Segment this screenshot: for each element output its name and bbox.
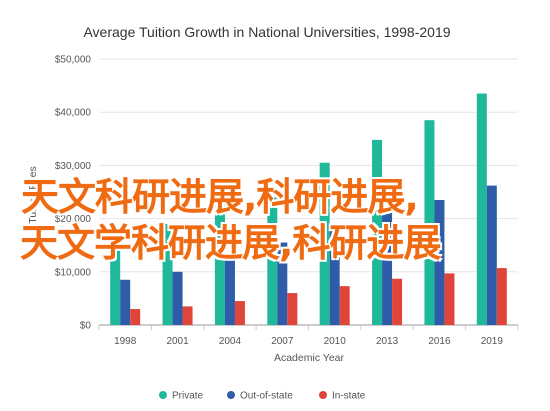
bar-out-of-state-2013: [382, 207, 393, 325]
chart-title: Average Tuition Growth in National Unive…: [83, 24, 450, 40]
bar-out-of-state-2019: [486, 185, 497, 325]
bar-out-of-state-2001: [172, 271, 183, 325]
y-tick-label: $20,000: [55, 214, 92, 225]
y-tick-label: $0: [80, 321, 92, 332]
bar-private-2007: [267, 189, 278, 325]
bar-out-of-state-2007: [277, 242, 288, 325]
bar-private-2001: [162, 223, 173, 325]
overlay-text-line-2: 天文学科研进展,科研进展: [20, 221, 441, 265]
bar-in-state-2016: [444, 273, 455, 325]
bar-in-state-2007: [287, 293, 298, 325]
legend-label: Out-of-state: [240, 391, 293, 402]
bar-in-state-2001: [182, 306, 193, 325]
x-tick-labels: 1998 2001 2004 2007 2010 2013 2016 2019: [114, 336, 503, 347]
bar-in-state-1998: [130, 309, 141, 325]
y-tick-labels: $0 $10,000 $20,000 $30,000 $40,000 $50,000: [55, 55, 92, 332]
bar-in-state-2010: [339, 286, 350, 325]
y-tick-label: $10,000: [55, 267, 92, 278]
x-tick-label: 2007: [271, 336, 294, 347]
x-axis-title: Academic Year: [274, 352, 345, 364]
x-tick-label: 2019: [481, 336, 504, 347]
x-tick-label: 1998: [114, 336, 137, 347]
bar-private-2019: [476, 93, 487, 325]
bar-out-of-state-2016: [434, 199, 445, 325]
legend-marker: [319, 391, 327, 399]
x-tick-label: 2013: [376, 336, 399, 347]
bar-out-of-state-2010: [329, 223, 340, 325]
y-tick-label: $50,000: [55, 55, 92, 66]
legend-marker: [159, 391, 167, 399]
bars: [98, 93, 519, 330]
bar-out-of-state-1998: [120, 279, 131, 325]
overlay-text-line-1: 天文科研进展,科研进展,: [21, 175, 419, 219]
bar-in-state-2004: [234, 301, 245, 325]
x-tick-label: 2010: [324, 336, 347, 347]
bar-private-2016: [424, 120, 435, 326]
x-tick-label: 2001: [166, 336, 189, 347]
legend-label: Private: [172, 391, 204, 402]
bar-private-2004: [214, 205, 225, 325]
y-tick-label: $30,000: [55, 161, 92, 172]
y-axis-title: Tuition Fees: [27, 166, 39, 223]
bar-in-state-2019: [496, 268, 507, 325]
y-tick-label: $40,000: [55, 108, 92, 119]
bar-private-2010: [319, 162, 330, 325]
legend-label: In-state: [332, 391, 366, 402]
bar-private-1998: [110, 231, 121, 325]
bar-private-2013: [372, 139, 383, 325]
x-tick-label: 2004: [219, 336, 242, 347]
legend-marker: [227, 391, 235, 399]
legend: Private Out-of-state In-state: [159, 391, 366, 402]
x-tick-label: 2016: [428, 336, 451, 347]
bar-in-state-2013: [392, 278, 403, 325]
bar-out-of-state-2004: [224, 258, 235, 325]
